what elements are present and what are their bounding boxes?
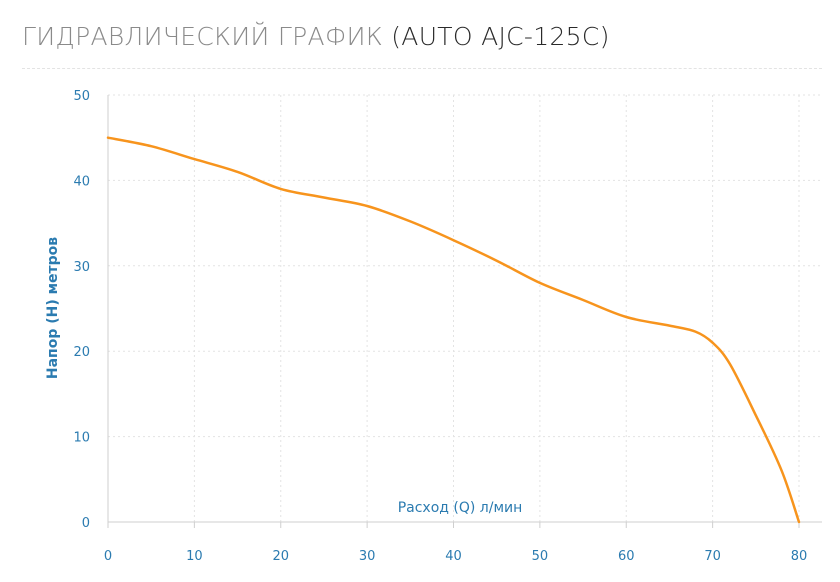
y-tick-label: 0	[82, 516, 90, 531]
x-tick-label: 40	[445, 549, 462, 564]
series	[106, 136, 801, 524]
x-tick-label: 60	[618, 549, 635, 564]
axes	[107, 95, 822, 528]
y-tick-label: 20	[73, 345, 90, 360]
y-tick-label: 50	[73, 89, 90, 104]
y-tick-label: 40	[73, 174, 90, 189]
y-tick-label: 10	[73, 431, 90, 446]
y-tick-label: 30	[73, 260, 90, 275]
chart-title-model: (AUTO AJC-125C)	[391, 22, 610, 51]
x-tick-label: 10	[186, 549, 203, 564]
x-tick-label: 20	[272, 549, 289, 564]
chart-title: ГИДРАВЛИЧЕСКИЙ ГРАФИК (AUTO AJC-125C)	[22, 22, 610, 51]
x-tick-label: 80	[791, 549, 808, 564]
title-divider	[22, 68, 822, 69]
y-axis-label: Напор (H) метров	[45, 237, 61, 379]
x-tick-label: 50	[532, 549, 549, 564]
series-line-head-curve	[106, 136, 801, 524]
x-tick-label: 70	[704, 549, 721, 564]
tick-labels: 0 10 20 30 40 50 60 70 80 0 10 20 30 40 50	[73, 89, 807, 564]
x-axis-label: Расход (Q) л/мин	[398, 500, 523, 516]
x-tick-label: 30	[359, 549, 376, 564]
chart-title-main: ГИДРАВЛИЧЕСКИЙ ГРАФИК	[22, 22, 383, 51]
grid	[108, 94, 822, 522]
x-tick-label: 0	[104, 549, 112, 564]
